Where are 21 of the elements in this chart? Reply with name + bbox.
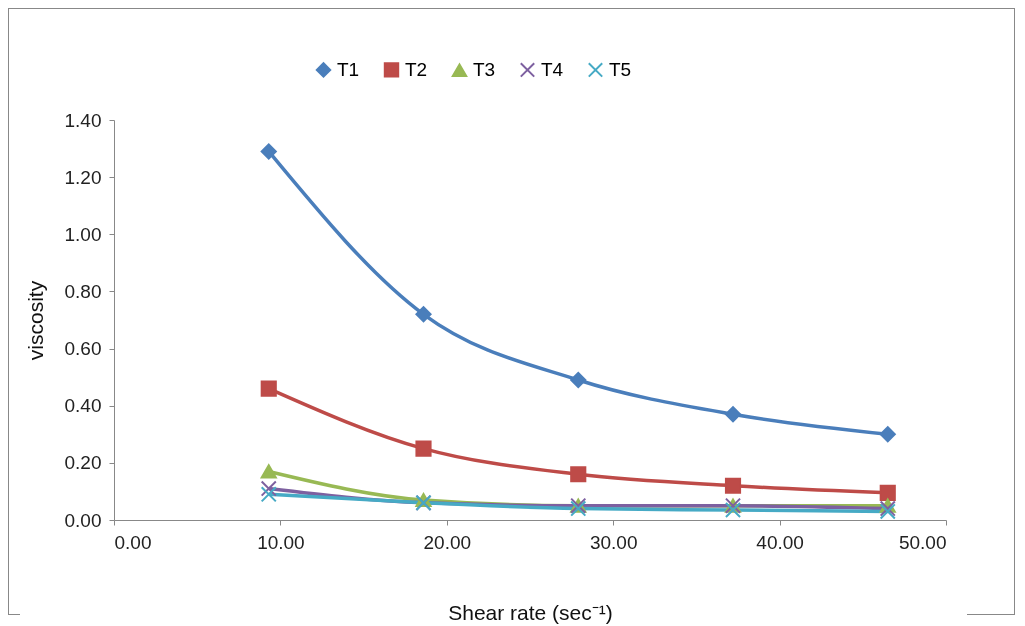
- x-tick-label: 20.00: [423, 531, 472, 553]
- y-tick-label: 1.00: [64, 223, 102, 245]
- x-tick-label: 0.00: [114, 531, 152, 553]
- y-tick-label: 0.40: [64, 395, 102, 417]
- x-tick-label: 10.00: [257, 531, 305, 553]
- x-axis-title: Shear rate (sec⁻¹): [448, 600, 613, 624]
- x-tick-label: 40.00: [756, 531, 804, 553]
- y-tick-label: 0.80: [64, 280, 102, 302]
- legend-label: T3: [473, 59, 496, 81]
- y-tick-label: 1.20: [64, 166, 102, 188]
- y-axis-title: viscosity: [23, 280, 47, 361]
- y-tick-label: 1.40: [64, 109, 102, 131]
- x-tick-label: 50.00: [898, 531, 947, 553]
- legend-label: T5: [609, 58, 632, 80]
- x-tick-label: 30.00: [589, 531, 638, 553]
- legend-label: T1: [337, 58, 360, 80]
- y-tick-label: 0.60: [64, 338, 102, 360]
- y-tick-label: 0.20: [64, 452, 102, 474]
- legend-label: T4: [541, 58, 564, 80]
- y-tick-label: 0.00: [64, 509, 102, 531]
- legend-label: T2: [405, 58, 428, 80]
